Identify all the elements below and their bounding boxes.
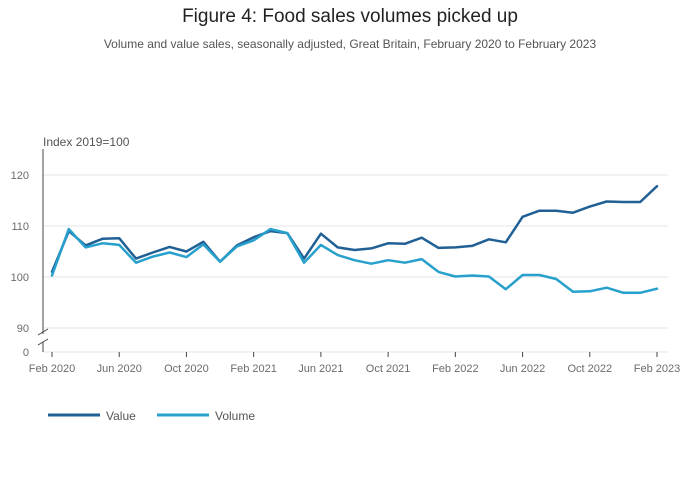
y-tick-label: 100 [11, 272, 29, 284]
x-tick-label: Feb 2021 [230, 363, 276, 375]
x-tick-label: Feb 2020 [29, 363, 75, 375]
x-tick-label: Jun 2021 [298, 363, 343, 375]
x-tick-label: Oct 2020 [164, 363, 209, 375]
y-tick-label: 120 [11, 170, 29, 182]
x-tick-label: Oct 2021 [366, 363, 411, 375]
y-tick-label-zero: 0 [23, 347, 29, 359]
series-group [50, 184, 659, 295]
x-tick-label: Jun 2022 [500, 363, 545, 375]
x-tick-label: Feb 2023 [634, 363, 680, 375]
y-tick-label: 110 [11, 221, 29, 233]
legend-label-volume: Volume [215, 409, 255, 423]
legend: Value Volume [48, 409, 255, 423]
x-tick-label: Feb 2022 [432, 363, 478, 375]
y-unit-label: Index 2019=100 [43, 135, 130, 149]
x-tick-label: Oct 2022 [567, 363, 612, 375]
gridlines [43, 174, 668, 353]
chart-title: Figure 4: Food sales volumes picked up [182, 6, 518, 27]
x-tick-label: Jun 2020 [97, 363, 142, 375]
axis-break-mark-2 [37, 338, 49, 346]
axis-break-mark-1 [37, 328, 49, 336]
series-line-volume [50, 227, 659, 295]
legend-label-value: Value [106, 409, 136, 423]
series-line-value [50, 184, 659, 274]
y-tick-label: 90 [17, 323, 29, 335]
chart-subtitle: Volume and value sales, seasonally adjus… [103, 37, 597, 51]
